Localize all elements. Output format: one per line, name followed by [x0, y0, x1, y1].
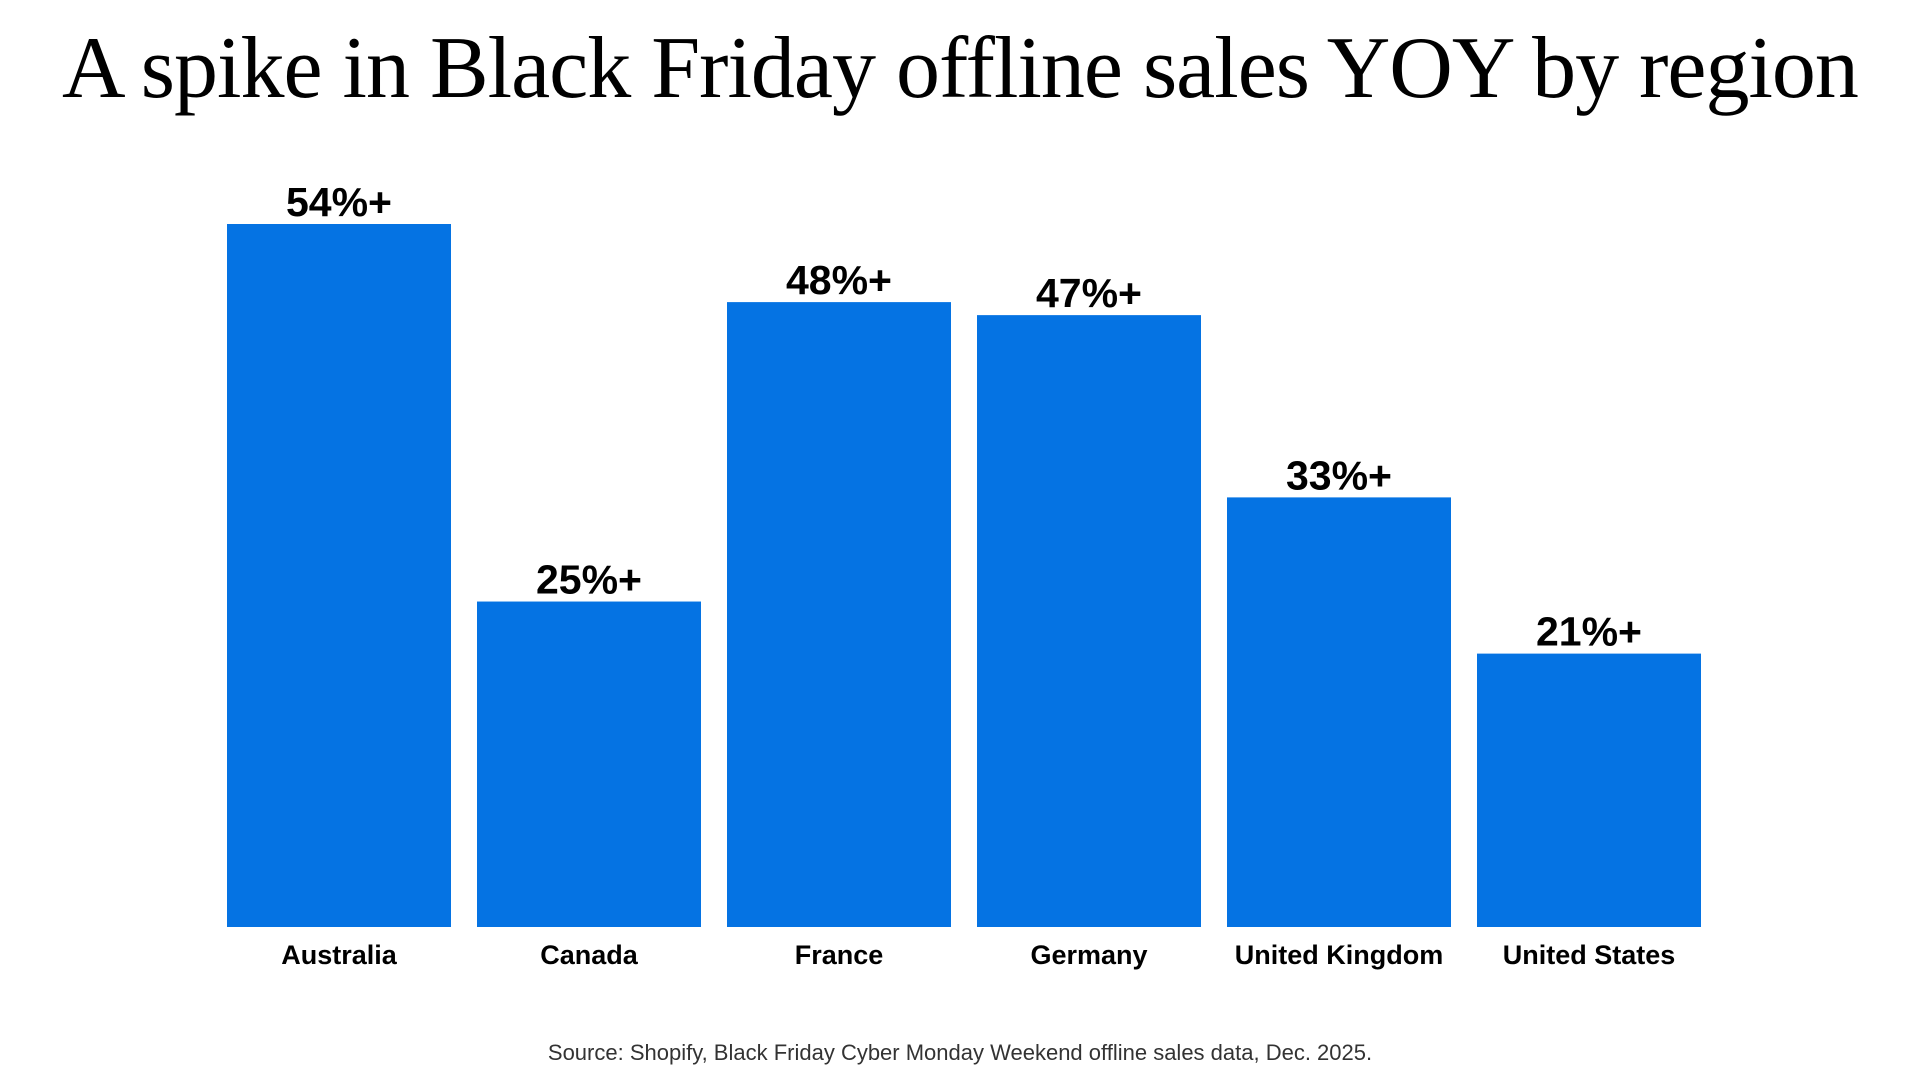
bar-germany	[977, 315, 1201, 927]
data-label: 47%+	[1036, 270, 1142, 316]
data-label: 54%+	[286, 179, 392, 225]
x-tick-label: Germany	[1030, 940, 1147, 970]
data-label: 33%+	[1286, 452, 1392, 498]
bar-france	[727, 302, 951, 928]
data-label: 21%+	[1536, 609, 1642, 655]
chart-title: A spike in Black Friday offline sales YO…	[62, 20, 1859, 117]
bar-united-kingdom	[1227, 497, 1451, 927]
x-tick-label: Australia	[281, 940, 398, 970]
x-tick-label: Canada	[540, 940, 639, 970]
data-label: 48%+	[786, 257, 892, 303]
bar-united-states	[1477, 653, 1701, 927]
x-tick-label: France	[795, 940, 884, 970]
x-tick-label: United Kingdom	[1235, 940, 1443, 970]
bar-australia	[227, 224, 451, 927]
source-note: Source: Shopify, Black Friday Cyber Mond…	[547, 1040, 1373, 1065]
x-tick-label: United States	[1503, 940, 1676, 970]
data-label: 25%+	[536, 557, 642, 603]
bar-canada	[477, 601, 701, 927]
